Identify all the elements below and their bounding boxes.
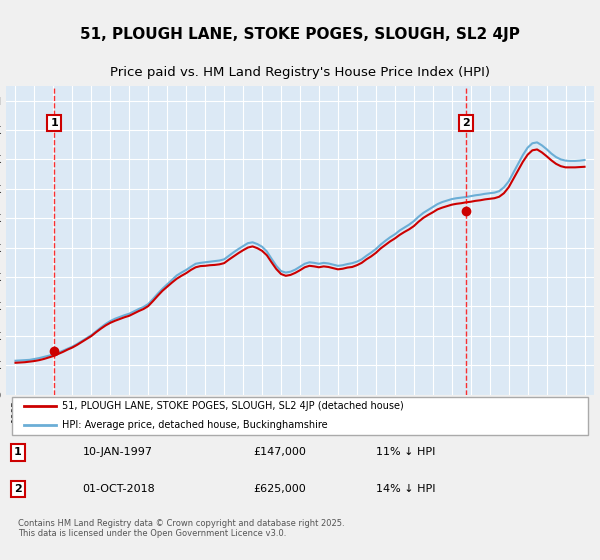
Text: 51, PLOUGH LANE, STOKE POGES, SLOUGH, SL2 4JP (detached house): 51, PLOUGH LANE, STOKE POGES, SLOUGH, SL… [62,402,404,412]
FancyBboxPatch shape [12,396,588,435]
Text: 14% ↓ HPI: 14% ↓ HPI [376,484,436,494]
Text: 11% ↓ HPI: 11% ↓ HPI [376,447,436,458]
Text: £147,000: £147,000 [253,447,306,458]
Text: 01-OCT-2018: 01-OCT-2018 [82,484,155,494]
Text: HPI: Average price, detached house, Buckinghamshire: HPI: Average price, detached house, Buck… [62,420,328,430]
Text: 2: 2 [14,484,22,494]
Text: £625,000: £625,000 [253,484,306,494]
Text: 1: 1 [50,118,58,128]
Text: 51, PLOUGH LANE, STOKE POGES, SLOUGH, SL2 4JP: 51, PLOUGH LANE, STOKE POGES, SLOUGH, SL… [80,26,520,41]
Text: Price paid vs. HM Land Registry's House Price Index (HPI): Price paid vs. HM Land Registry's House … [110,66,490,78]
Text: Contains HM Land Registry data © Crown copyright and database right 2025.
This d: Contains HM Land Registry data © Crown c… [18,519,344,538]
Text: 10-JAN-1997: 10-JAN-1997 [82,447,152,458]
Text: 1: 1 [14,447,22,458]
Text: 2: 2 [462,118,470,128]
